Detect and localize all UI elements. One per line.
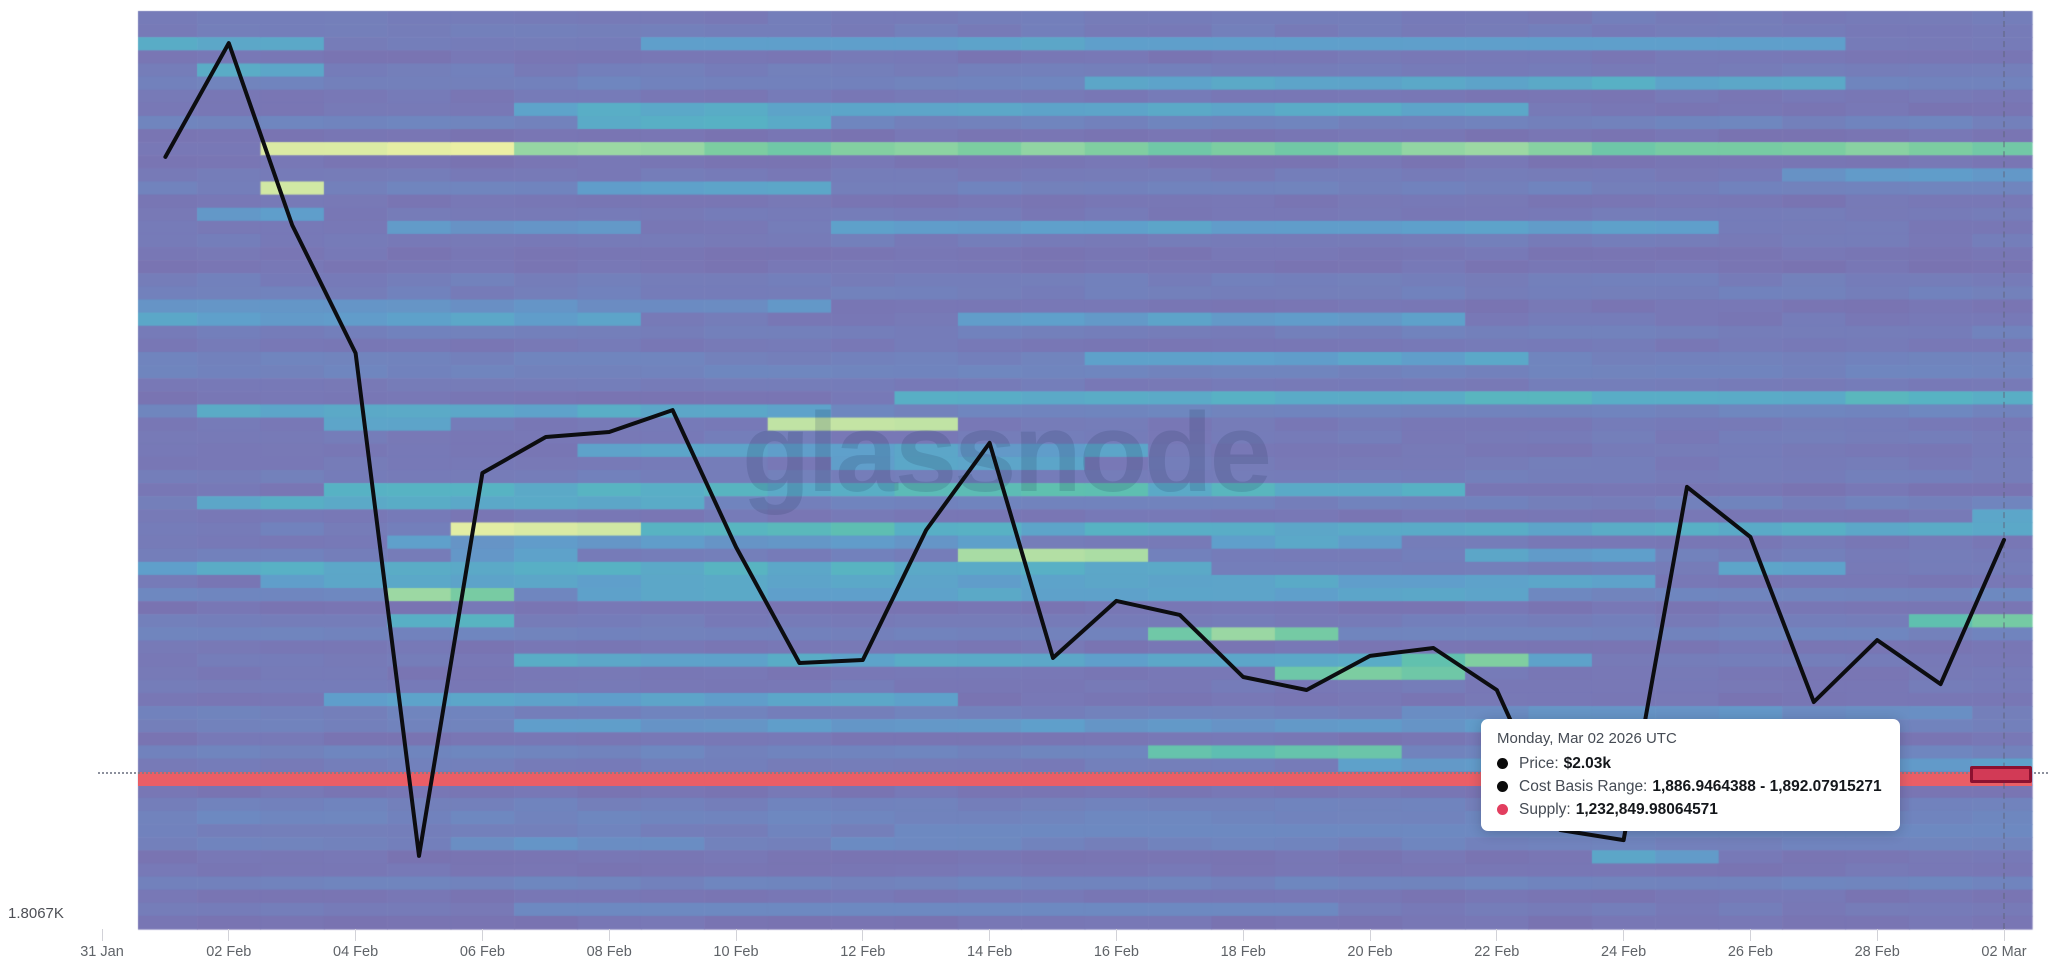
x-axis-label: 22 Feb (1474, 944, 1520, 960)
x-axis-tick (1369, 929, 1371, 941)
cost-basis-dot-icon (1497, 781, 1508, 792)
x-axis-label: 02 Feb (206, 944, 252, 960)
price-line (163, 41, 2006, 858)
x-axis-label: 08 Feb (586, 944, 632, 960)
price-dot-icon (1497, 758, 1508, 769)
x-axis-label: 12 Feb (840, 944, 886, 960)
hovered-heatmap-cell[interactable] (1970, 766, 2032, 783)
x-axis-tick (1242, 929, 1244, 941)
x-axis-tick (862, 929, 864, 941)
x-axis-tick (1496, 929, 1498, 941)
x-axis-label: 31 Jan (80, 944, 124, 960)
tooltip-cost-basis-row: Cost Basis Range: 1,886.9464388 - 1,892.… (1497, 775, 1882, 798)
x-axis-label: 28 Feb (1854, 944, 1900, 960)
tooltip-supply-value: 1,232,849.98064571 (1575, 801, 1718, 818)
x-axis-label: 16 Feb (1093, 944, 1139, 960)
x-axis-tick (1115, 929, 1117, 941)
x-axis-tick (481, 929, 483, 941)
hover-tooltip: Monday, Mar 02 2026 UTC Price: $2.03k Co… (1481, 719, 1900, 831)
tooltip-cost-basis-value: 1,886.9464388 - 1,892.07915271 (1652, 778, 1882, 795)
x-axis-label: 02 Mar (1981, 944, 2027, 960)
x-axis-label: 26 Feb (1727, 944, 1773, 960)
x-axis-tick (355, 929, 357, 941)
x-axis-tick (1749, 929, 1751, 941)
x-axis-tick (735, 929, 737, 941)
x-axis-label: 14 Feb (967, 944, 1013, 960)
x-axis-tick (1876, 929, 1878, 941)
x-axis-tick (608, 929, 610, 941)
x-axis-label: 04 Feb (333, 944, 379, 960)
x-axis-label: 06 Feb (459, 944, 505, 960)
tooltip-price-row: Price: $2.03k (1497, 752, 1882, 775)
tooltip-date: Monday, Mar 02 2026 UTC (1497, 730, 1677, 747)
horizontal-crosshair-dotted-line (98, 772, 2048, 774)
x-axis-label: 24 Feb (1601, 944, 1647, 960)
x-axis-tick (228, 929, 230, 941)
x-axis-tick (989, 929, 991, 941)
x-axis-tick (101, 929, 103, 941)
x-axis-label: 18 Feb (1220, 944, 1266, 960)
vertical-crosshair-dashed-line (2003, 11, 2005, 929)
y-axis-bottom-label: 1.8067K (8, 905, 64, 922)
tooltip-supply-row: Supply: 1,232,849.98064571 (1497, 798, 1882, 821)
tooltip-price-value: $2.03k (1563, 755, 1612, 772)
x-axis-label: 10 Feb (713, 944, 759, 960)
x-axis-tick (1623, 929, 1625, 941)
tooltip-supply-label: Supply: (1519, 801, 1571, 818)
tooltip-cost-basis-label: Cost Basis Range: (1519, 778, 1648, 795)
x-axis-label: 20 Feb (1347, 944, 1393, 960)
supply-dot-icon (1497, 804, 1508, 815)
tooltip-price-label: Price: (1519, 755, 1559, 772)
glassnode-watermark: glassnode (742, 390, 1272, 515)
x-axis-tick (2003, 929, 2005, 941)
